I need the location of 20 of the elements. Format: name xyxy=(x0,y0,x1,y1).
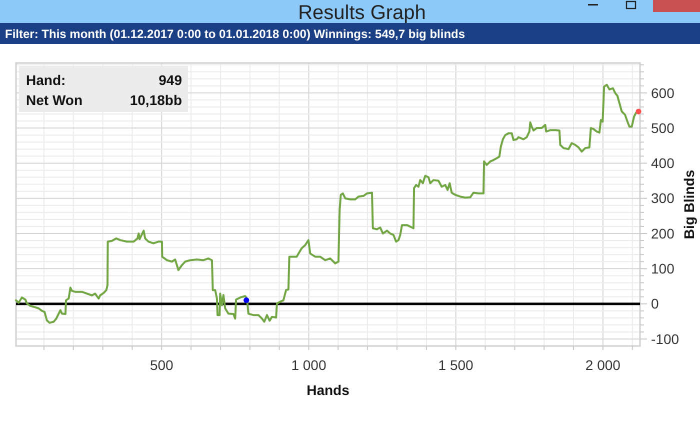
annotation: Net Won xyxy=(26,92,83,108)
y-tick-label: 400 xyxy=(651,155,675,172)
chart-title: Results Graph xyxy=(298,2,426,24)
y-tick-label: 0 xyxy=(651,296,659,312)
annotation: 10,18bb xyxy=(130,92,182,108)
annotation: Hand: xyxy=(26,72,66,88)
chart-subtitle: Filter: This month (01.12.2017 0:00 to 01.01.2018 0:00) Winnings: 549,7 big blinds xyxy=(5,27,466,41)
y-tick-label: 500 xyxy=(651,120,675,136)
y-tick-label: -100 xyxy=(651,330,680,347)
annotation: 949 xyxy=(158,72,182,88)
y-tick-label: 100 xyxy=(651,260,675,277)
x-tick-label: 500 xyxy=(150,357,174,373)
y-tick-label: 300 xyxy=(651,190,675,206)
y-axis-title: Big Blinds xyxy=(681,170,697,240)
y-tick-label: 200 xyxy=(651,225,675,242)
x-tick-label: 1 000 xyxy=(291,357,326,373)
x-tick-label: 1 500 xyxy=(438,357,474,373)
x-axis-title: Hands xyxy=(306,382,350,398)
y-tick-label: 600 xyxy=(651,84,675,101)
x-tick-label: 2 000 xyxy=(585,357,621,373)
